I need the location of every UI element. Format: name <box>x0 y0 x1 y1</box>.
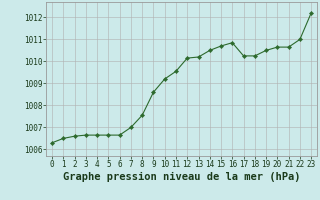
X-axis label: Graphe pression niveau de la mer (hPa): Graphe pression niveau de la mer (hPa) <box>63 172 300 182</box>
